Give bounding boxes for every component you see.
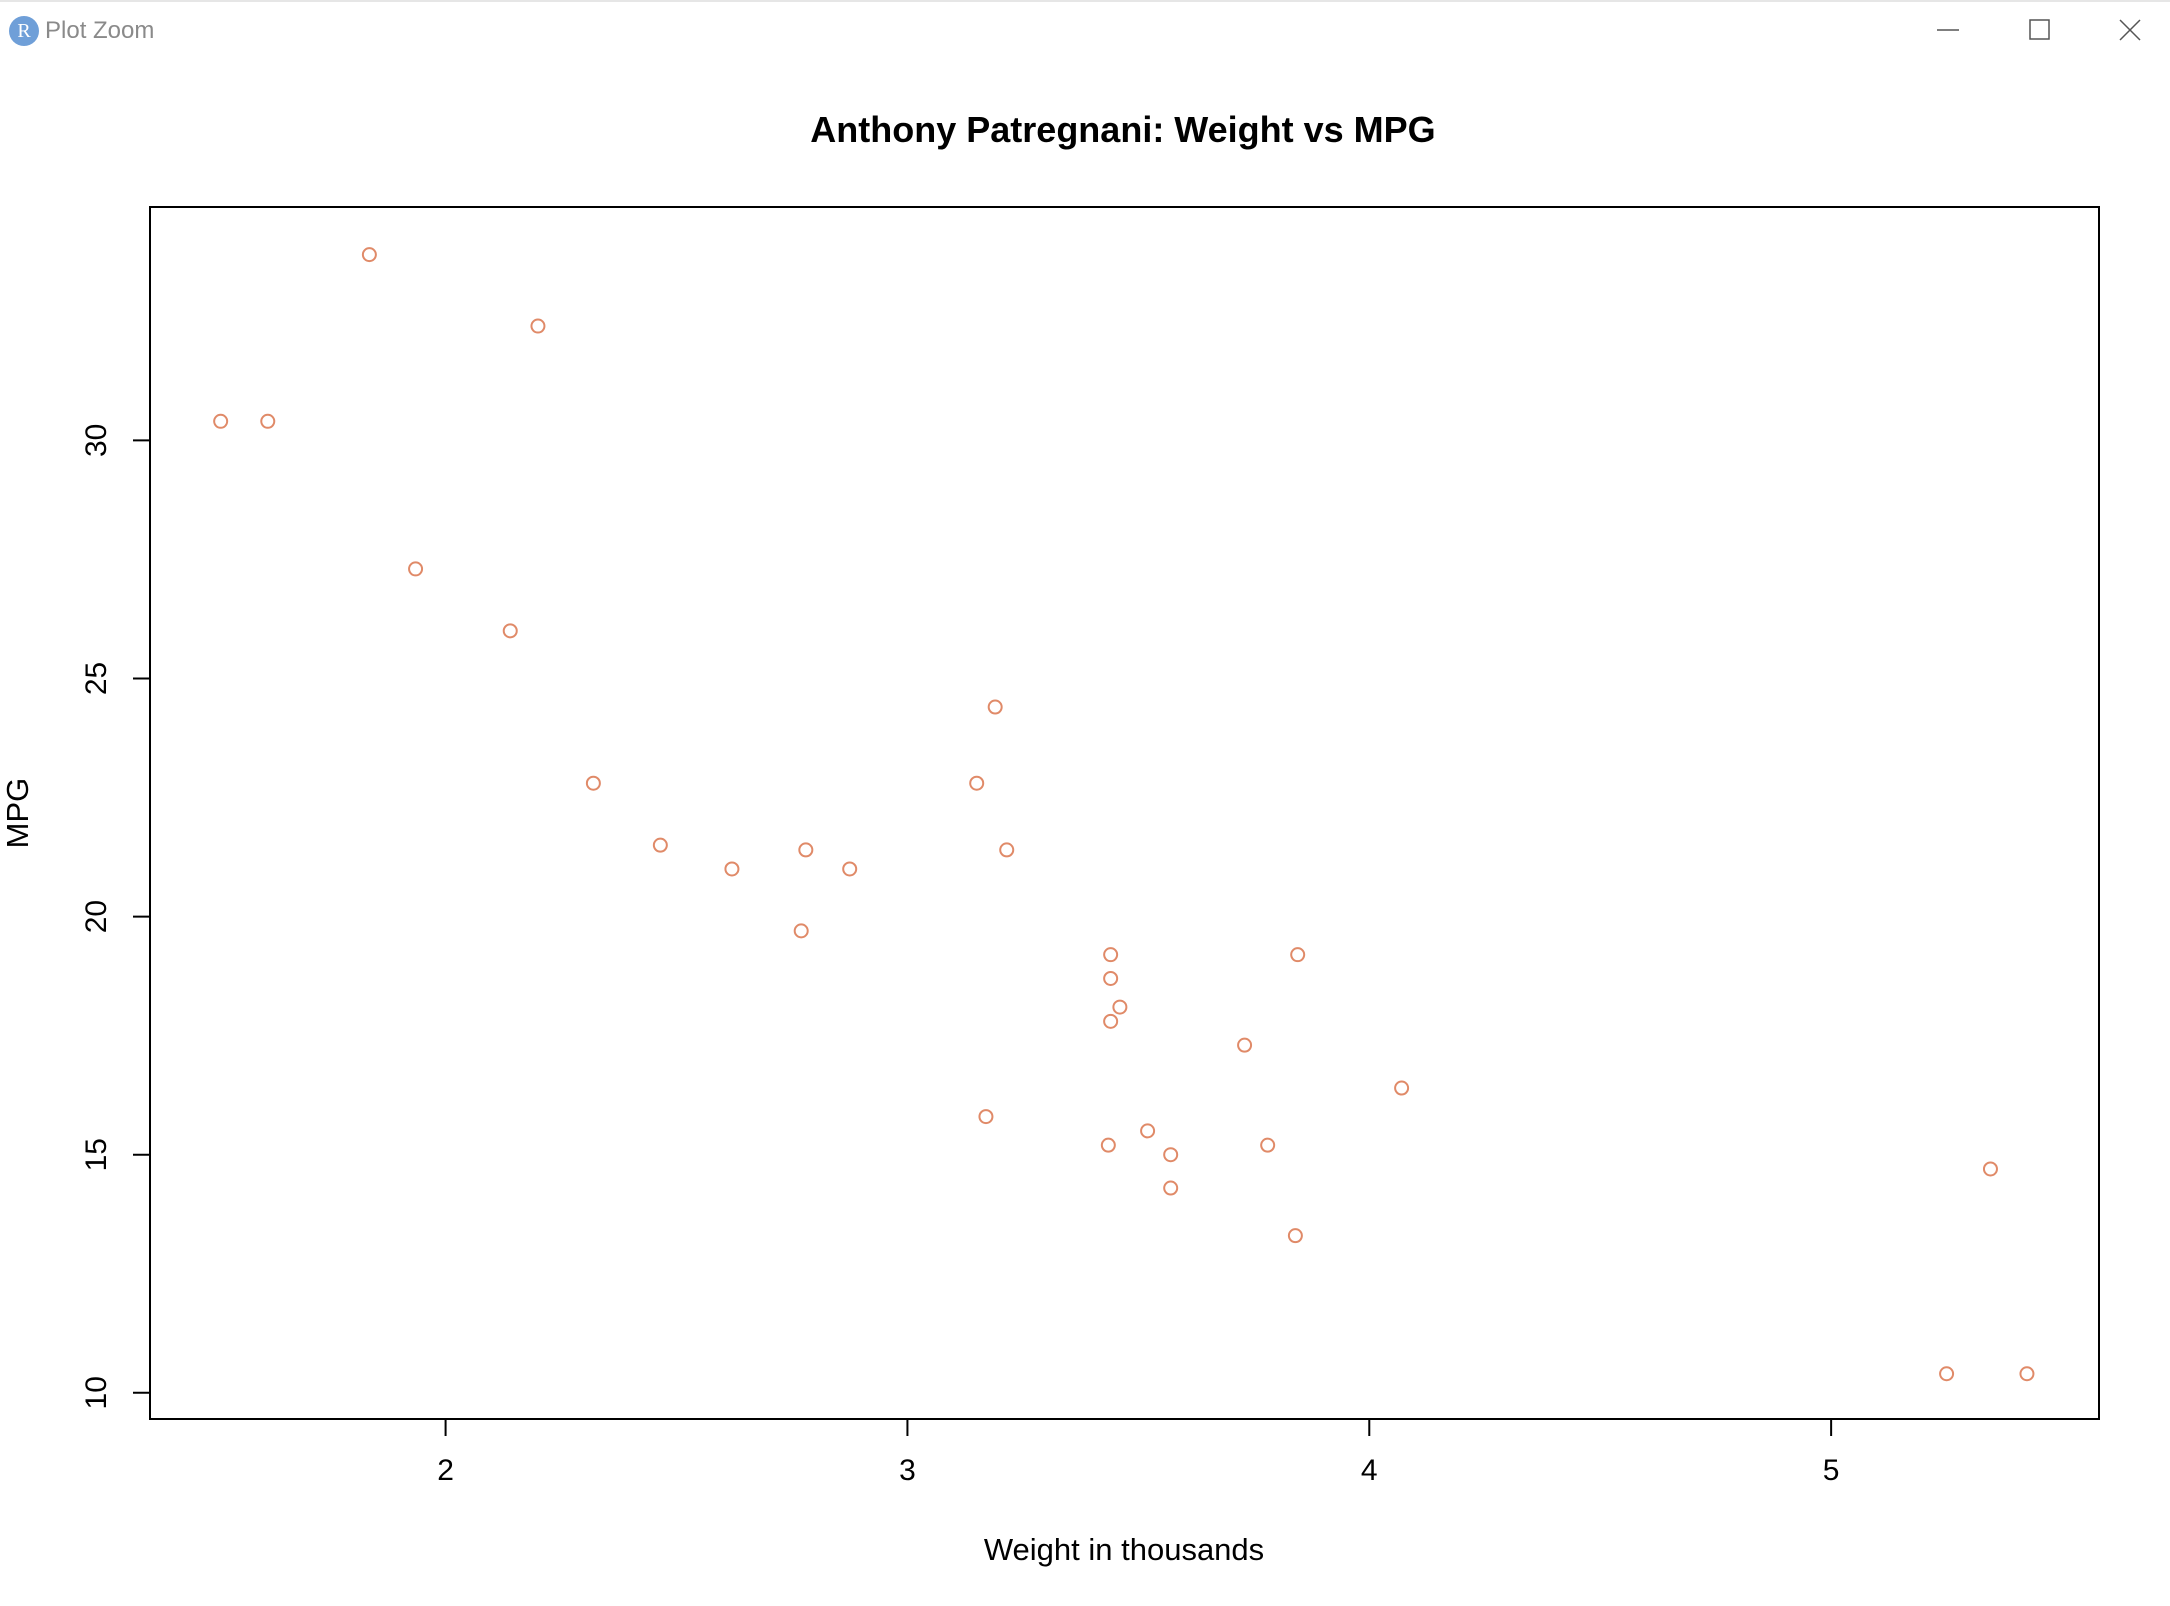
data-point [1260,1137,1276,1153]
x-tick-label: 5 [1823,1454,1840,1487]
data-point [652,837,668,853]
data-point [1163,1147,1179,1163]
data-point [1394,1080,1410,1096]
window-title: Plot Zoom [45,17,155,44]
close-icon [2119,19,2141,41]
data-point [987,699,1003,715]
data-point [1163,1180,1179,1196]
minimize-button[interactable] [1908,2,1988,58]
data-point [969,775,985,791]
data-point [1100,1137,1116,1153]
scatter-plot: Anthony Patregnani: Weight vs MPG 2 3 4 5 1… [0,109,2100,1567]
chart-title: Anthony Patregnani: Weight vs MPG [810,109,1435,150]
y-axis-label: MPG [0,778,35,849]
data-point [1140,1123,1156,1139]
x-tick-label: 3 [899,1454,916,1487]
data-point [585,775,601,791]
data-point [1103,947,1119,963]
y-tick-label: 20 [80,900,113,933]
data-point [798,842,814,858]
y-tick-label: 30 [80,424,113,457]
x-tick-label: 4 [1361,1454,1378,1487]
y-tick-label: 25 [80,662,113,695]
data-point [1103,1013,1119,1029]
maximize-button[interactable] [2000,2,2080,58]
data-point [2019,1366,2035,1382]
data-point [793,923,809,939]
data-point [408,561,424,577]
data-point [1290,947,1306,963]
data-point [842,861,858,877]
data-point [1939,1366,1955,1382]
window-titlebar: R Plot Zoom [0,0,2170,56]
x-tick-label: 2 [437,1454,454,1487]
data-point [724,861,740,877]
data-point [361,247,377,263]
x-axis-label: Weight in thousands [984,1532,1264,1567]
maximize-icon [2029,19,2050,40]
y-axis: 10 15 20 25 30 [80,424,151,1409]
data-point [1112,999,1128,1015]
minimize-icon [1937,29,1959,31]
data-points [213,247,2035,1382]
data-point [999,842,1015,858]
close-button[interactable] [2090,2,2170,58]
data-point [978,1109,994,1125]
y-tick-label: 15 [80,1138,113,1171]
data-point [1287,1228,1303,1244]
x-axis: 2 3 4 5 [437,1418,1840,1487]
data-point [1237,1037,1253,1053]
y-tick-label: 10 [80,1376,113,1409]
data-point [260,413,276,429]
data-point [530,318,546,334]
data-point [1103,970,1119,986]
data-point [1982,1161,1998,1177]
r-app-icon: R [9,16,39,46]
data-point [502,623,518,639]
data-point [213,413,229,429]
plot-frame [149,206,2100,1420]
